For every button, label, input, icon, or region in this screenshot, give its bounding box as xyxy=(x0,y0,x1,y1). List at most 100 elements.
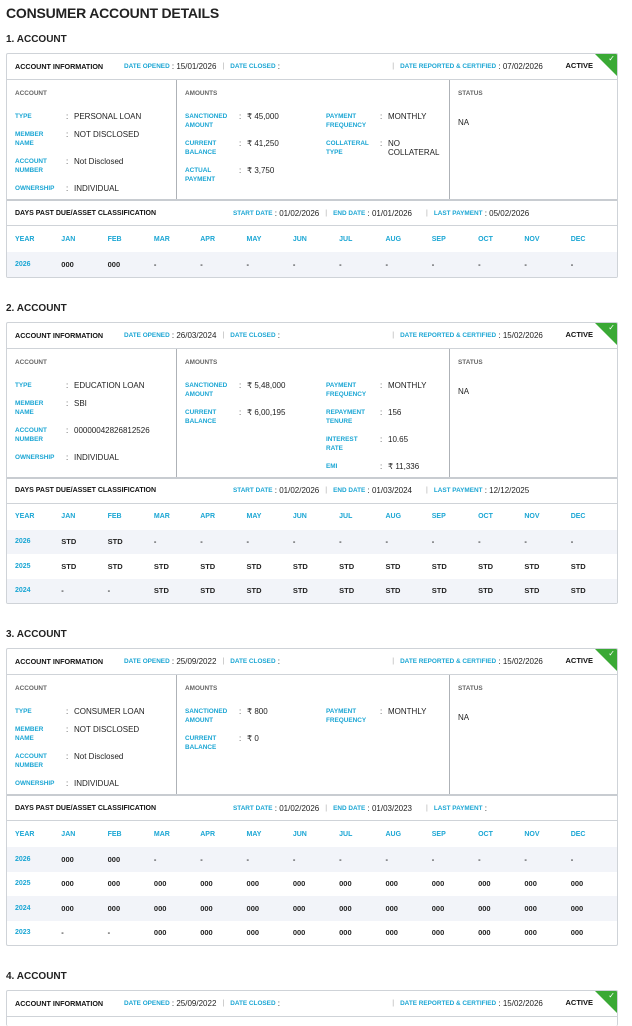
field-row: REPAYMENT TENURE:156 xyxy=(326,408,441,426)
field-row: CURRENT BALANCE: ₹ 41,250 xyxy=(185,139,326,157)
dpd-cell: STD xyxy=(524,586,540,596)
month-header: FEB xyxy=(107,830,122,838)
dpd-cell: STD xyxy=(570,586,586,596)
field-label: CURRENT BALANCE xyxy=(185,735,217,751)
status-badge: ACTIVE xyxy=(565,61,593,70)
dpd-cell: 000 xyxy=(61,879,74,889)
last-payment-label: LAST PAYMENT xyxy=(433,804,483,812)
amounts-column: AMOUNTS SANCTIONED AMOUNT: ₹ 800 CURRENT B… xyxy=(176,675,449,794)
dpd-title: DAYS PAST DUE/ASSET CLASSIFICATION xyxy=(15,487,157,494)
divider: | xyxy=(325,209,328,217)
last-payment-label: LAST PAYMENT xyxy=(433,209,483,217)
account-card: ACCOUNT INFORMATION DATE OPENED : 15/01/… xyxy=(6,53,618,278)
dpd-cell: STD xyxy=(292,561,308,571)
active-corner xyxy=(595,649,617,671)
field-value: 10.65 xyxy=(388,434,409,444)
divider: | xyxy=(426,209,428,217)
dpd-cell: 000 xyxy=(61,903,74,913)
end-date-value: 01/01/2026 xyxy=(371,208,412,218)
month-header: JAN xyxy=(61,830,76,838)
field-label: ACTUAL PAYMENT xyxy=(185,167,216,183)
check-icon: ✓ xyxy=(608,54,615,63)
month-header: FEB xyxy=(107,513,122,520)
field-row: OWNERSHIP: INDIVIDUAL xyxy=(15,184,168,193)
status-badge: ACTIVE xyxy=(565,329,593,339)
dpd-cell: STD xyxy=(385,561,401,571)
field-row: SANCTIONED AMOUNT: ₹ 800 xyxy=(185,707,326,725)
last-payment-value: 05/02/2026 xyxy=(489,208,530,218)
dpd-cell: 000 xyxy=(107,259,121,269)
colon: : xyxy=(272,486,280,495)
dpd-cell: 000 xyxy=(61,259,74,269)
field-row: SANCTIONED AMOUNT: ₹ 5,48,000 xyxy=(185,381,326,399)
dpd-cell: - xyxy=(200,854,203,864)
active-corner xyxy=(595,991,617,1013)
field-value: NO COLLATERAL xyxy=(388,139,440,157)
dpd-cell: - xyxy=(524,854,527,864)
dpd-cell: 000 xyxy=(385,879,398,889)
date-opened-value: 26/03/2024 xyxy=(176,330,217,340)
dpd-row: 2026 000 000 - - - - - - - - - - xyxy=(7,252,617,277)
field-value: ₹ 6,00,195 xyxy=(247,407,286,417)
month-header: SEP xyxy=(431,830,446,838)
account-title: 1. ACCOUNT xyxy=(6,34,67,45)
dpd-cell: STD xyxy=(292,586,308,596)
field-label: EMI xyxy=(326,462,338,470)
month-header: AUG xyxy=(385,235,402,243)
dpd-cell: - xyxy=(570,259,574,269)
field-row: CURRENT BALANCE: ₹ 6,00,195 xyxy=(185,408,326,426)
dpd-cell: 000 xyxy=(107,903,121,913)
field-value: MONTHLY xyxy=(388,112,427,121)
field-label: PAYMENT FREQUENCY xyxy=(326,708,367,724)
year-header: YEAR xyxy=(15,513,35,520)
last-payment-label: LAST PAYMENT xyxy=(433,487,483,494)
colon: : xyxy=(272,803,280,813)
dpd-cell: STD xyxy=(246,561,262,571)
amounts-column: AMOUNTS SANCTIONED AMOUNT: ₹ 5,48,000 CURR… xyxy=(176,348,449,477)
dpd-cell: - xyxy=(339,259,342,269)
dpd-cell: STD xyxy=(478,586,494,596)
colon: : xyxy=(496,330,503,340)
year-cell: 2023 xyxy=(15,929,31,937)
dpd-cell: 000 xyxy=(339,928,352,938)
account-section: 1. ACCOUNT ACCOUNT INFORMATION DATE OPEN… xyxy=(6,33,618,278)
dpd-row: 2024 - - STD STD STD STD STD STD STD STD STD STD xyxy=(7,578,617,603)
field-row: OWNERSHIP: INDIVIDUAL xyxy=(15,453,168,462)
dpd-cell: 000 xyxy=(524,879,537,889)
account-info-header: ACCOUNT INFORMATION DATE OPENED : 26/03/… xyxy=(7,322,617,349)
dpd-cell: - xyxy=(61,586,64,596)
account-info-header: ACCOUNT INFORMATION DATE OPENED : 25/09/… xyxy=(7,991,617,1017)
check-icon: ✓ xyxy=(608,991,615,1000)
field-label: SANCTIONED AMOUNT xyxy=(185,708,228,724)
colon: : xyxy=(496,62,503,71)
field-value: 156 xyxy=(388,407,402,417)
divider: | xyxy=(222,658,225,665)
field-row: ACCOUNT NUMBER:00000042826812526 xyxy=(15,426,168,444)
month-header: APR xyxy=(200,235,215,243)
field-row: ACCOUNT NUMBER: Not Disclosed xyxy=(15,752,168,770)
dpd-cell: 000 xyxy=(478,903,491,913)
active-corner xyxy=(595,54,617,76)
month-header: OCT xyxy=(478,513,493,520)
colon: : xyxy=(239,139,242,148)
month-header: JUL xyxy=(339,513,353,520)
field-row: MEMBER NAME: SBI xyxy=(15,399,168,417)
year-cell: 2026 xyxy=(15,260,31,268)
date-reported-value: 15/02/2026 xyxy=(502,657,543,666)
month-header: JUN xyxy=(292,513,307,520)
divider: | xyxy=(222,331,225,339)
year-header: YEAR xyxy=(15,235,35,243)
colon: : xyxy=(380,112,383,121)
date-reported-label: DATE REPORTED & CERTIFIED xyxy=(400,63,497,70)
field-value: Not Disclosed xyxy=(74,157,124,166)
dpd-cell: - xyxy=(570,537,574,547)
field-row: ACCOUNT NUMBER: Not Disclosed xyxy=(15,157,168,175)
dpd-cell: 000 xyxy=(107,854,121,864)
divider: | xyxy=(392,1000,395,1007)
divider: | xyxy=(325,487,328,494)
dpd-cell: 000 xyxy=(292,903,306,913)
field-label: MEMBER NAME xyxy=(15,726,44,742)
date-opened-label: DATE OPENED xyxy=(124,63,170,70)
year-cell: 2025 xyxy=(15,880,31,888)
dpd-cell: 000 xyxy=(478,928,491,938)
